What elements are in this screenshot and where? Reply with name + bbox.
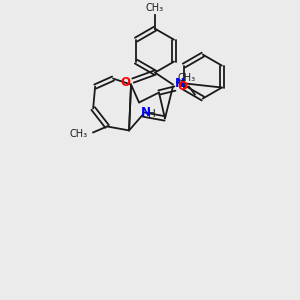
Text: CH₃: CH₃: [146, 3, 164, 13]
Text: N: N: [141, 106, 151, 119]
Text: CH₃: CH₃: [69, 129, 87, 140]
Text: CH₃: CH₃: [178, 73, 196, 82]
Text: O: O: [177, 80, 187, 93]
Text: N: N: [175, 77, 185, 90]
Text: H: H: [148, 110, 156, 119]
Text: O: O: [120, 76, 130, 89]
